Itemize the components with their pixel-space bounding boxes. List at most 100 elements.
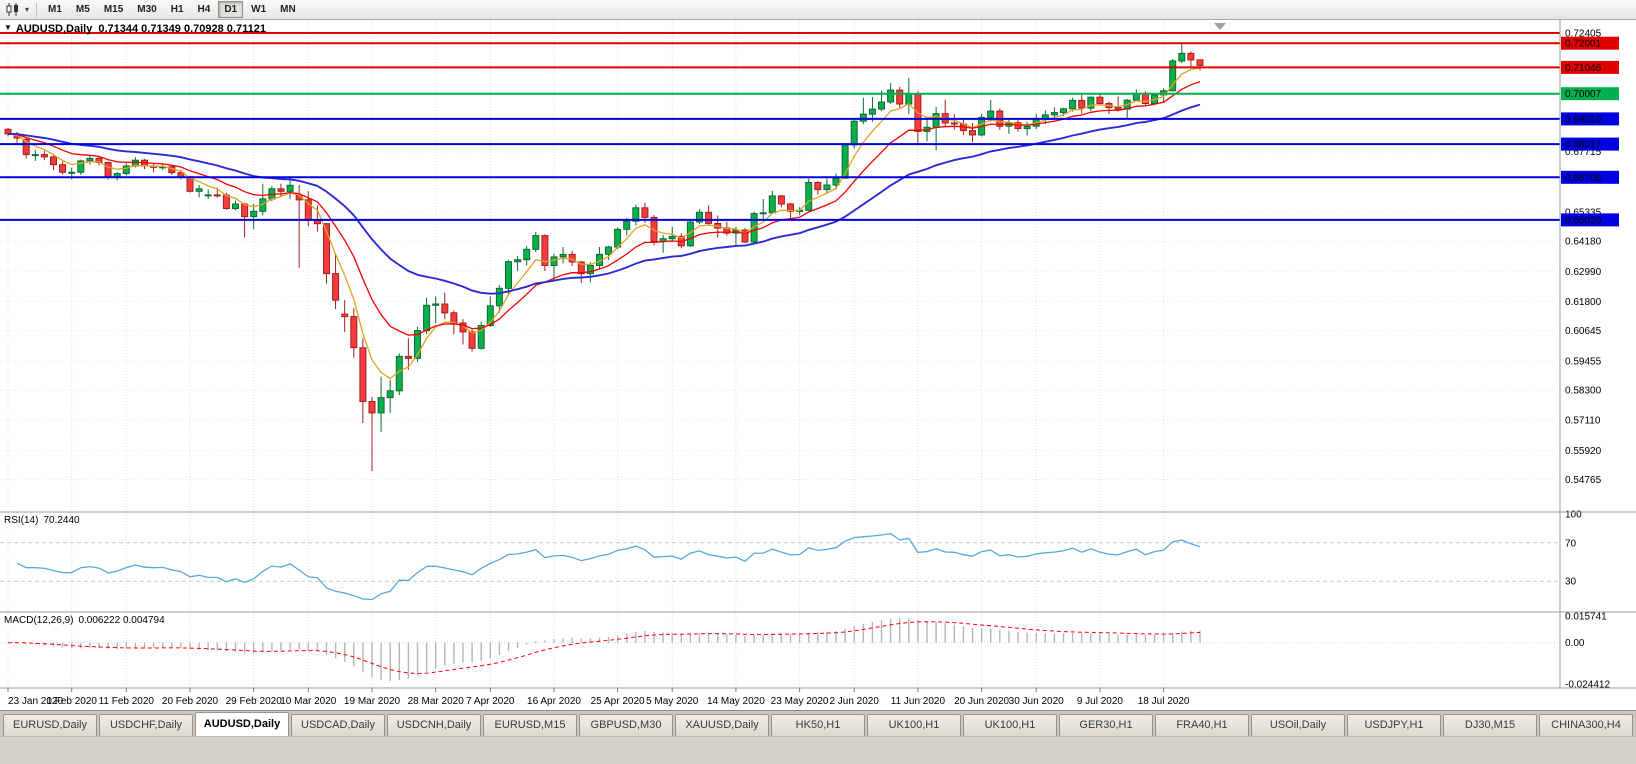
svg-text:0.65335: 0.65335	[1565, 208, 1602, 219]
svg-text:0.58300: 0.58300	[1565, 386, 1602, 397]
svg-text:23 Jan 2020: 23 Jan 2020	[8, 696, 63, 707]
svg-text:0.57110: 0.57110	[1565, 416, 1601, 427]
timeframe-button-m1[interactable]: M1	[42, 1, 68, 18]
svg-text:0.015741: 0.015741	[1565, 612, 1607, 623]
chart-tab-usdcad-daily[interactable]: USDCAD,Daily	[291, 714, 385, 736]
grid-lines	[0, 20, 1560, 688]
svg-text:7 Apr 2020: 7 Apr 2020	[466, 696, 515, 707]
toolbar-separator	[36, 2, 38, 17]
chart-tab-eurusd-daily[interactable]: EURUSD,Daily	[3, 714, 97, 736]
chart-area: 0.72405 0.67715 0.65335 0.64180 0.62990 0.618…	[0, 20, 1636, 710]
chart-type-group: ▾	[3, 0, 32, 19]
chart-tab-fra40-h1[interactable]: FRA40,H1	[1155, 714, 1249, 736]
ma-12-line	[7, 81, 1201, 336]
svg-text:0.69010: 0.69010	[1565, 114, 1602, 125]
rsi-pane: 100 70 30	[0, 510, 1582, 601]
chevron-down-icon[interactable]: ▾	[25, 5, 30, 14]
svg-text:29 Feb 2020: 29 Feb 2020	[226, 696, 283, 707]
chart-tab-usdjpy-h1[interactable]: USDJPY,H1	[1347, 714, 1441, 736]
svg-text:-0.024412: -0.024412	[1565, 680, 1610, 691]
svg-text:30: 30	[1565, 577, 1577, 588]
chart-tab-eurusd-m15[interactable]: EURUSD,M15	[483, 714, 577, 736]
chart-tab-usoil-daily[interactable]: USOil,Daily	[1251, 714, 1345, 736]
svg-text:0.61800: 0.61800	[1565, 297, 1602, 308]
chart-tab-china300-h4[interactable]: CHINA300,H4	[1539, 714, 1633, 736]
chart-canvas[interactable]: 0.72405 0.67715 0.65335 0.64180 0.62990 0.618…	[0, 20, 1636, 710]
timeframe-button-m15[interactable]: M15	[98, 1, 129, 18]
svg-text:2 Jun 2020: 2 Jun 2020	[829, 696, 879, 707]
svg-text:10 Mar 2020: 10 Mar 2020	[280, 696, 337, 707]
chart-tab-xauusd-daily[interactable]: XAUUSD,Daily	[675, 714, 769, 736]
svg-text:0.66706: 0.66706	[1565, 173, 1602, 184]
svg-text:5 May 2020: 5 May 2020	[646, 696, 699, 707]
chart-tab-dj30-m15[interactable]: DJ30,M15	[1443, 714, 1537, 736]
svg-text:70: 70	[1565, 538, 1577, 549]
svg-text:0.54765: 0.54765	[1565, 475, 1602, 486]
svg-text:0.00: 0.00	[1565, 638, 1585, 649]
svg-text:0.68017: 0.68017	[1565, 140, 1602, 151]
svg-text:23 May 2020: 23 May 2020	[771, 696, 829, 707]
chart-tab-ger30-h1[interactable]: GER30,H1	[1059, 714, 1153, 736]
horizontal-lines	[0, 32, 1560, 221]
price-badge-0.65020: 0.65020	[1561, 213, 1619, 227]
chart-shift-marker[interactable]	[1214, 23, 1226, 30]
svg-text:20 Jun 2020: 20 Jun 2020	[954, 696, 1009, 707]
svg-text:0.62990: 0.62990	[1565, 267, 1602, 278]
svg-text:0.60645: 0.60645	[1565, 326, 1602, 337]
candlestick-series	[4, 44, 1204, 472]
svg-text:28 Mar 2020: 28 Mar 2020	[408, 696, 465, 707]
timeframe-button-m30[interactable]: M30	[131, 1, 162, 18]
svg-text:0.67715: 0.67715	[1565, 147, 1602, 158]
svg-text:0.65020: 0.65020	[1565, 215, 1602, 226]
svg-text:0.72001: 0.72001	[1565, 39, 1602, 50]
svg-text:20 Feb 2020: 20 Feb 2020	[162, 696, 219, 707]
timeframe-buttons: M1 M5 M15 M30 H1 H4 D1 W1 MN	[41, 0, 303, 19]
svg-text:11 Feb 2020: 11 Feb 2020	[99, 696, 155, 707]
ma-5-line	[7, 67, 1201, 380]
chart-tab-gbpusd-m30[interactable]: GBPUSD,M30	[579, 714, 673, 736]
price-scale: 0.72405 0.67715 0.65335 0.64180 0.62990 0.618…	[1561, 29, 1619, 486]
timeframe-button-mn[interactable]: MN	[274, 1, 302, 18]
svg-text:0.59455: 0.59455	[1565, 356, 1602, 367]
price-badge-0.70007: 0.70007	[1561, 87, 1619, 101]
timeframe-button-h1[interactable]: H1	[165, 1, 190, 18]
svg-text:1 Feb 2020: 1 Feb 2020	[46, 696, 97, 707]
chart-tab-uk100-h1[interactable]: UK100,H1	[867, 714, 961, 736]
price-badge-0.72001: 0.72001	[1561, 36, 1619, 50]
status-bar	[0, 736, 1636, 764]
chart-tab-usdcnh-daily[interactable]: USDCNH,Daily	[387, 714, 481, 736]
chart-tabbar: EURUSD,Daily USDCHF,Daily AUDUSD,Daily USDC…	[0, 710, 1636, 736]
svg-text:0.70007: 0.70007	[1565, 89, 1602, 100]
chart-tab-usdchf-daily[interactable]: USDCHF,Daily	[99, 714, 193, 736]
svg-text:14 May 2020: 14 May 2020	[707, 696, 765, 707]
svg-text:0.64180: 0.64180	[1565, 237, 1602, 248]
price-badge-0.69010: 0.69010	[1561, 112, 1619, 126]
chart-tab-uk100-h1[interactable]: UK100,H1	[963, 714, 1057, 736]
svg-text:0.55920: 0.55920	[1565, 446, 1602, 457]
timeframe-button-w1[interactable]: W1	[245, 1, 272, 18]
svg-text:0.72405: 0.72405	[1565, 29, 1602, 40]
svg-text:100: 100	[1565, 510, 1582, 521]
chart-tab-audusd-daily[interactable]: AUDUSD,Daily	[195, 712, 289, 736]
svg-text:9 Jul 2020: 9 Jul 2020	[1077, 696, 1124, 707]
svg-text:0.71046: 0.71046	[1565, 63, 1602, 74]
svg-text:16 Apr 2020: 16 Apr 2020	[527, 696, 581, 707]
candlestick-chart-icon[interactable]	[3, 3, 22, 16]
svg-text:11 Jun 2020: 11 Jun 2020	[891, 696, 946, 707]
rsi-line	[16, 532, 1201, 601]
macd-signal-line	[8, 621, 1201, 675]
timeframe-button-d1[interactable]: D1	[218, 1, 244, 18]
timeframe-button-m5[interactable]: M5	[70, 1, 96, 18]
macd-pane: 0.015741 0.00 -0.024412	[0, 612, 1610, 691]
svg-text:18 Jul 2020: 18 Jul 2020	[1138, 696, 1190, 707]
svg-text:19 Mar 2020: 19 Mar 2020	[344, 696, 401, 707]
timeframe-button-h4[interactable]: H4	[192, 1, 217, 18]
price-badge-0.71046: 0.71046	[1561, 60, 1619, 74]
price-badge-0.68017: 0.68017	[1561, 137, 1619, 151]
ma-30-line	[7, 103, 1201, 295]
svg-text:25 Apr 2020: 25 Apr 2020	[591, 696, 645, 707]
toolbar: ▾ M1 M5 M15 M30 H1 H4 D1 W1 MN	[0, 0, 1636, 20]
chart-tab-hk50-h1[interactable]: HK50,H1	[771, 714, 865, 736]
